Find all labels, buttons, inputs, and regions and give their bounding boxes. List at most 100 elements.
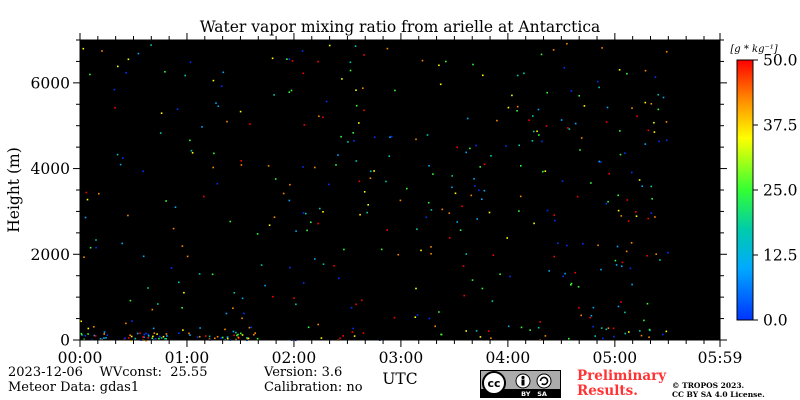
data-point bbox=[256, 337, 259, 340]
data-point bbox=[657, 93, 660, 96]
data-point bbox=[349, 69, 352, 72]
data-point bbox=[490, 155, 492, 157]
colorbar-tick-label: 0.0 bbox=[763, 312, 788, 330]
cc-by-sa-logo[interactable]: cc BY SA bbox=[480, 370, 561, 398]
data-point bbox=[352, 327, 354, 330]
data-point bbox=[481, 198, 483, 200]
data-point bbox=[80, 332, 83, 335]
data-point bbox=[264, 284, 266, 287]
data-point bbox=[448, 237, 451, 239]
data-point bbox=[362, 87, 364, 89]
data-point bbox=[499, 273, 501, 275]
data-point bbox=[232, 330, 235, 333]
data-point bbox=[98, 192, 100, 195]
data-point bbox=[189, 139, 191, 142]
data-point bbox=[302, 166, 304, 168]
data-point bbox=[644, 69, 647, 72]
data-point bbox=[125, 72, 127, 74]
data-point bbox=[469, 147, 471, 150]
data-point bbox=[553, 214, 555, 216]
data-point bbox=[241, 334, 244, 336]
data-point bbox=[248, 326, 251, 329]
data-point bbox=[483, 163, 486, 166]
chart-title: Water vapor mixing ratio from arielle at… bbox=[200, 18, 601, 36]
data-point bbox=[225, 312, 228, 315]
data-point bbox=[339, 337, 341, 340]
data-point bbox=[646, 302, 649, 305]
data-point bbox=[570, 90, 573, 92]
colorbar-tick-label: 37.5 bbox=[763, 117, 798, 135]
x-tick-label: 05:00 bbox=[593, 349, 638, 367]
data-point bbox=[415, 287, 417, 290]
data-point bbox=[129, 299, 132, 302]
data-point bbox=[463, 294, 465, 297]
data-point bbox=[289, 183, 291, 186]
data-point bbox=[626, 72, 628, 75]
data-point bbox=[531, 140, 534, 142]
data-point bbox=[188, 332, 190, 335]
data-point bbox=[159, 335, 161, 338]
data-point bbox=[328, 183, 330, 186]
data-point bbox=[537, 108, 540, 111]
data-point bbox=[363, 54, 365, 56]
data-point bbox=[579, 149, 581, 151]
data-point bbox=[178, 281, 180, 284]
data-point bbox=[355, 89, 357, 91]
data-point bbox=[325, 100, 328, 103]
data-point bbox=[654, 216, 656, 218]
data-point bbox=[127, 337, 130, 339]
data-point bbox=[532, 115, 534, 117]
data-point bbox=[216, 335, 219, 338]
data-point bbox=[568, 337, 570, 340]
x-tick-label: 04:00 bbox=[486, 349, 531, 367]
data-point bbox=[216, 182, 219, 185]
data-point bbox=[373, 170, 375, 172]
x-axis: 00:00 01:00 02:00 03:00 04:00 05:00 05:59 bbox=[58, 33, 742, 367]
data-point bbox=[600, 327, 603, 329]
data-point bbox=[273, 94, 275, 96]
data-point bbox=[224, 328, 226, 331]
data-point bbox=[420, 249, 422, 252]
data-point bbox=[307, 326, 310, 329]
data-point bbox=[592, 325, 594, 328]
data-point bbox=[520, 165, 522, 167]
data-point bbox=[639, 330, 641, 332]
data-point bbox=[99, 338, 102, 340]
data-point bbox=[271, 57, 274, 60]
data-point bbox=[226, 336, 229, 338]
data-point bbox=[189, 334, 191, 336]
data-point bbox=[352, 132, 354, 134]
data-point bbox=[222, 71, 225, 74]
data-point bbox=[317, 60, 319, 63]
data-point bbox=[618, 69, 621, 71]
data-point bbox=[627, 220, 630, 222]
data-point bbox=[333, 265, 335, 267]
data-point bbox=[373, 136, 376, 138]
data-point bbox=[390, 135, 393, 138]
data-point bbox=[226, 120, 228, 123]
preliminary-line1: Preliminary bbox=[577, 368, 667, 384]
data-point bbox=[320, 337, 323, 339]
data-point bbox=[80, 320, 82, 323]
data-point bbox=[528, 119, 530, 121]
data-point bbox=[492, 254, 495, 256]
data-point bbox=[620, 301, 622, 303]
data-point bbox=[506, 237, 508, 239]
data-point bbox=[247, 337, 250, 340]
data-point bbox=[190, 149, 193, 152]
data-point bbox=[165, 333, 168, 335]
data-point bbox=[647, 129, 650, 132]
data-point bbox=[305, 212, 307, 215]
data-point bbox=[358, 122, 360, 124]
data-point bbox=[475, 330, 478, 332]
data-point bbox=[644, 101, 647, 104]
data-point bbox=[150, 44, 152, 46]
data-point bbox=[546, 209, 549, 212]
data-point bbox=[142, 255, 145, 258]
data-point bbox=[93, 326, 95, 328]
data-point bbox=[337, 154, 339, 156]
data-point bbox=[286, 58, 288, 60]
data-point bbox=[157, 303, 159, 305]
data-point bbox=[621, 261, 624, 264]
data-point bbox=[158, 337, 160, 340]
